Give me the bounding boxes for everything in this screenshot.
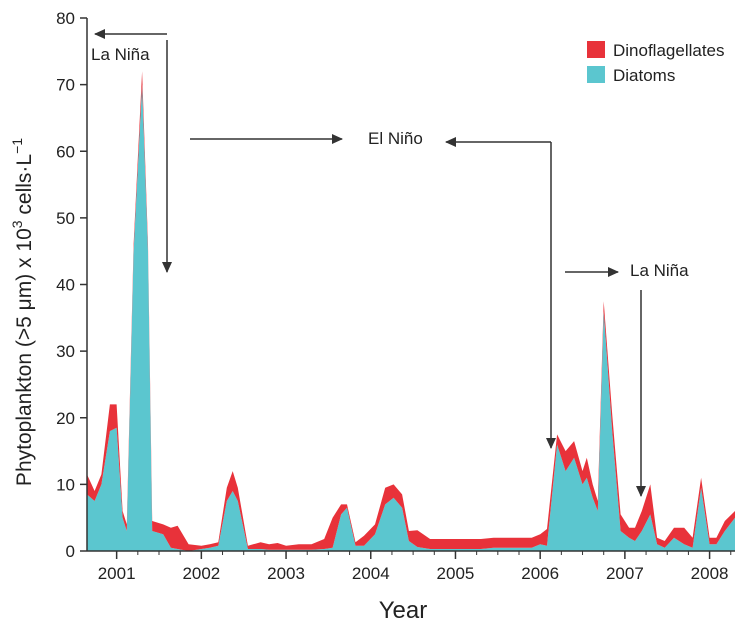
y-tick-label: 30 xyxy=(56,342,75,361)
area-diatoms xyxy=(87,84,735,551)
y-tick-label: 10 xyxy=(56,475,75,494)
y-tick-label: 20 xyxy=(56,409,75,428)
y-axis-title-units-exponent: −1 xyxy=(9,138,25,154)
legend-swatch-diatoms xyxy=(587,66,605,83)
area-dinoflagellates xyxy=(87,71,735,552)
y-tick-label: 80 xyxy=(56,9,75,28)
legend-label-diatoms: Diatoms xyxy=(613,66,675,85)
x-tick-label: 2007 xyxy=(606,564,644,583)
y-tick-labels: 0 10 20 30 40 50 60 70 80 xyxy=(56,9,75,561)
x-tick-label: 2005 xyxy=(437,564,475,583)
legend-swatch-dinoflagellates xyxy=(587,41,605,58)
x-tick-labels: 2001 2002 2003 2004 2005 2006 2007 2008 xyxy=(98,564,729,583)
axes xyxy=(80,17,735,559)
la-nina-label-2: La Niña xyxy=(630,261,689,280)
el-nino-label: El Niño xyxy=(368,129,423,148)
area-series-group xyxy=(87,71,735,552)
y-tick-label: 60 xyxy=(56,142,75,161)
y-axis-title-main: Phytoplankton (>5 μm) x 10 xyxy=(13,228,36,486)
x-tick-label: 2004 xyxy=(352,564,390,583)
la-nina-label-1: La Niña xyxy=(91,45,150,64)
x-tick-label: 2008 xyxy=(691,564,729,583)
x-tick-label: 2002 xyxy=(182,564,220,583)
y-tick-label: 50 xyxy=(56,209,75,228)
y-axis-title: Phytoplankton (>5 μm) x 103 cells·L−1 xyxy=(9,138,36,486)
y-tick-label: 40 xyxy=(56,276,75,295)
y-axis-title-units: cells·L xyxy=(13,154,36,221)
y-axis-title-exponent: 3 xyxy=(9,220,25,228)
x-axis-title: Year xyxy=(379,597,428,624)
legend: Dinoflagellates Diatoms xyxy=(587,41,725,85)
y-tick-label: 0 xyxy=(66,542,75,561)
x-tick-label: 2006 xyxy=(521,564,559,583)
x-tick-label: 2001 xyxy=(98,564,136,583)
x-tick-label: 2003 xyxy=(267,564,305,583)
legend-label-dinoflagellates: Dinoflagellates xyxy=(613,41,725,60)
y-tick-label: 70 xyxy=(56,76,75,95)
enso-annotations: La Niña El Niño La Niña xyxy=(91,29,689,497)
